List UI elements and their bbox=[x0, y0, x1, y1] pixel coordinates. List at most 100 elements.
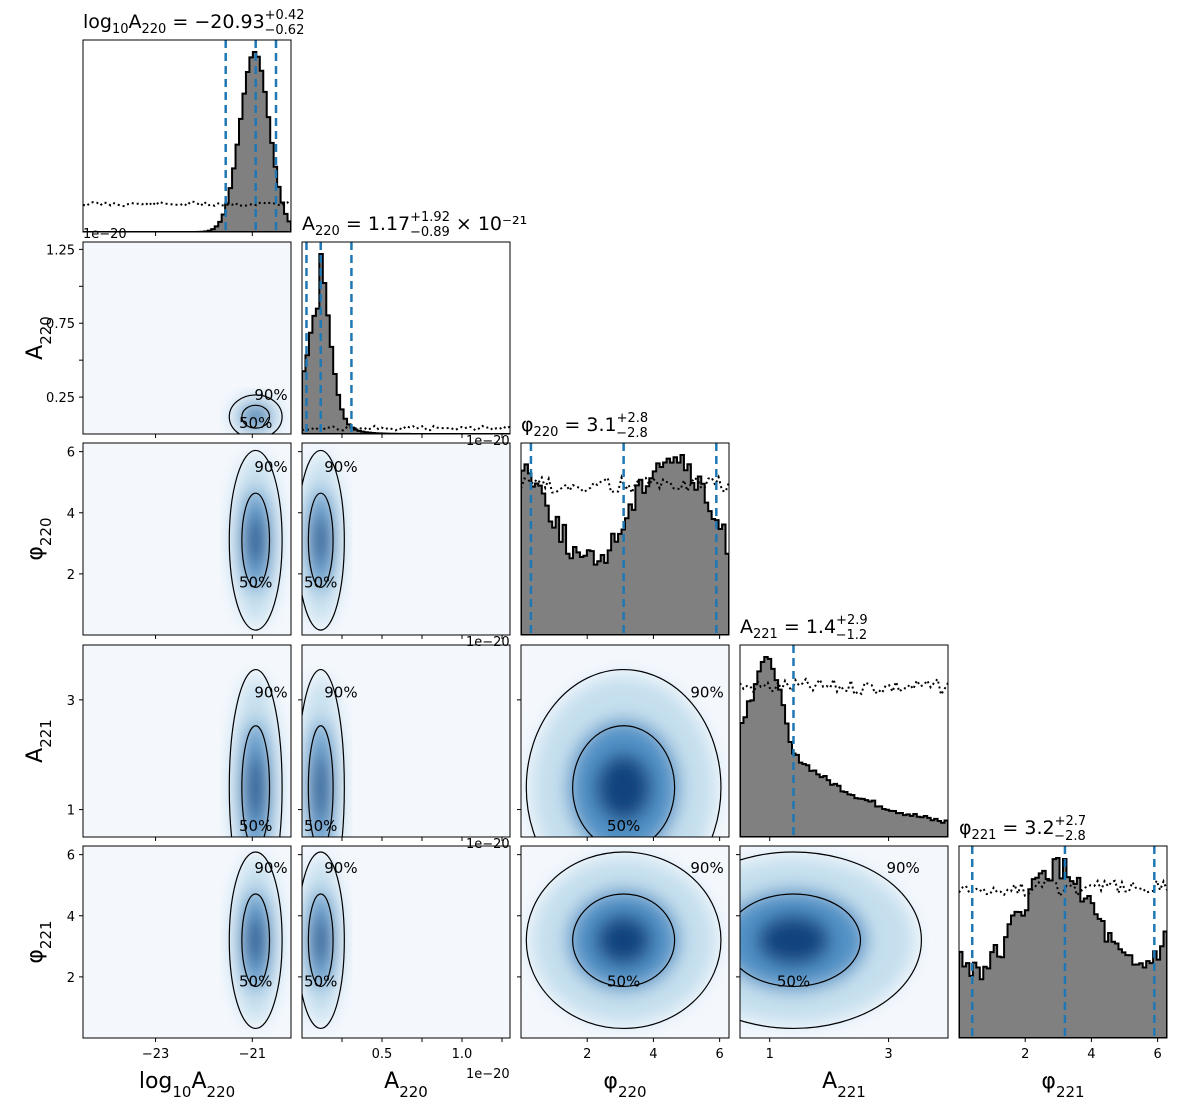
hist-panel-A220 bbox=[301, 241, 511, 438]
panel-content bbox=[959, 846, 1167, 1038]
contour-label-90: 90% bbox=[324, 684, 357, 702]
density-blobs bbox=[530, 675, 717, 837]
panel-frame bbox=[82, 442, 292, 636]
contour-50 bbox=[572, 725, 676, 837]
x-tick-label: −23 bbox=[142, 1047, 169, 1062]
density-core bbox=[595, 915, 652, 966]
density-core bbox=[248, 514, 264, 566]
panel-content: 50% 90% bbox=[302, 443, 510, 635]
y-axis-label: φ220 bbox=[23, 517, 55, 560]
panel-frame bbox=[301, 442, 511, 636]
y-tick-label: 2 bbox=[67, 971, 75, 986]
panel-content: 50% 90% bbox=[302, 846, 510, 1038]
density-core bbox=[248, 753, 264, 822]
density-blobs bbox=[230, 454, 281, 626]
contour-label-50: 50% bbox=[239, 573, 272, 591]
panel-frame bbox=[82, 39, 292, 233]
x-axis-label: A221 bbox=[822, 1069, 866, 1101]
y-tick-label: 4 bbox=[67, 910, 75, 925]
contour-label-50: 50% bbox=[304, 573, 337, 591]
density-blobs bbox=[230, 675, 281, 837]
density-core bbox=[313, 915, 328, 966]
panel-content bbox=[83, 40, 291, 232]
contour-label-50: 50% bbox=[239, 414, 272, 432]
contour-label-50: 50% bbox=[304, 817, 337, 835]
contour-50 bbox=[307, 725, 334, 837]
x-axis-label: φ221 bbox=[1041, 1069, 1084, 1101]
panel-frame bbox=[301, 241, 511, 435]
x-tick-label: −21 bbox=[239, 1047, 266, 1062]
panel-frame bbox=[739, 644, 949, 838]
contour-90 bbox=[228, 394, 283, 434]
panel-frame bbox=[520, 644, 730, 838]
offset-label: 1e−20 bbox=[466, 434, 510, 449]
panel-title: A221 = 1.4+2.9 −1.2 bbox=[740, 613, 868, 643]
offset-label: 1e−20 bbox=[466, 837, 510, 852]
density-core bbox=[756, 915, 831, 966]
y-axis-label: A221 bbox=[23, 719, 55, 763]
offset-label: 1e−20 bbox=[466, 635, 510, 650]
x-axis-label: φ220 bbox=[603, 1069, 646, 1101]
panel-frame bbox=[958, 845, 1168, 1039]
panel-title: φ220 = 3.1+2.8 −2.8 bbox=[521, 411, 648, 441]
panel-content bbox=[302, 242, 510, 434]
x-tick-label: 2 bbox=[583, 1047, 591, 1062]
contour-90 bbox=[228, 449, 283, 631]
panel-frame bbox=[82, 845, 292, 1039]
posterior-histogram bbox=[959, 857, 1167, 1038]
panel-content: 50% 90% bbox=[521, 645, 729, 837]
contour-label-50: 50% bbox=[239, 972, 272, 990]
y-axis-label: φ221 bbox=[23, 920, 55, 963]
posterior-histogram bbox=[83, 51, 291, 232]
contour-label-90: 90% bbox=[254, 859, 287, 877]
contour-90 bbox=[228, 668, 283, 837]
contour-label-90: 90% bbox=[254, 684, 287, 702]
contour-label-50: 50% bbox=[239, 817, 272, 835]
panel-content bbox=[521, 443, 729, 635]
density-blobs bbox=[302, 856, 344, 1025]
x-tick-label: 1 bbox=[766, 1047, 774, 1062]
contour-50 bbox=[572, 893, 676, 988]
contour-90 bbox=[302, 851, 345, 1030]
density-panel-logA220-phi220: 50% 90% 2 4 6 bbox=[67, 442, 292, 639]
contour-50 bbox=[740, 893, 862, 988]
y-tick-label: 0.75 bbox=[46, 317, 75, 332]
contour-label-50: 50% bbox=[607, 817, 640, 835]
panel-frame bbox=[301, 644, 511, 838]
density-panel-A220-A221: 50% 90% bbox=[298, 644, 511, 841]
y-tick-label: 2 bbox=[67, 568, 75, 583]
contour-50 bbox=[241, 725, 271, 837]
contour-label-50: 50% bbox=[304, 972, 337, 990]
panel-content: 50% 90% bbox=[83, 846, 291, 1038]
contour-50 bbox=[307, 893, 334, 988]
density-core bbox=[313, 514, 328, 566]
y-tick-label: 0.25 bbox=[46, 391, 75, 406]
y-tick-label: 3 bbox=[67, 694, 75, 709]
x-tick-label: 4 bbox=[649, 1047, 657, 1062]
contour-label-90: 90% bbox=[886, 859, 919, 877]
density-blobs bbox=[230, 856, 281, 1025]
panel-content bbox=[740, 645, 948, 837]
posterior-histogram bbox=[302, 253, 510, 434]
contour-label-90: 90% bbox=[324, 458, 357, 476]
contour-label-90: 90% bbox=[690, 684, 723, 702]
y-tick-label: 6 bbox=[67, 849, 75, 864]
posterior-histogram bbox=[521, 454, 729, 635]
x-tick-label: 2 bbox=[1021, 1047, 1029, 1062]
offset-label: 1e−20 bbox=[83, 227, 127, 242]
contour-label-90: 90% bbox=[324, 859, 357, 877]
contour-50 bbox=[241, 893, 271, 988]
density-blobs bbox=[530, 856, 717, 1025]
contour-90 bbox=[302, 668, 345, 837]
panel-frame bbox=[82, 241, 292, 435]
x-tick-label: 6 bbox=[715, 1047, 723, 1062]
y-tick-label: 1.25 bbox=[46, 243, 75, 258]
contour-50 bbox=[241, 492, 271, 588]
density-panel-A220-phi221: 50% 90% 0.5 1.0 A220 bbox=[298, 845, 511, 1101]
offset-label: 1e−20 bbox=[466, 1067, 510, 1082]
density-panel-phi220-phi221: 50% 90% 2 4 6 φ220 bbox=[517, 845, 730, 1101]
x-axis-label: A220 bbox=[384, 1069, 428, 1101]
density-panel-logA220-A221: 50% 90% 1 3 bbox=[67, 644, 292, 841]
panel-content: 50% 90% bbox=[521, 846, 729, 1038]
prior-histogram bbox=[959, 877, 1167, 898]
